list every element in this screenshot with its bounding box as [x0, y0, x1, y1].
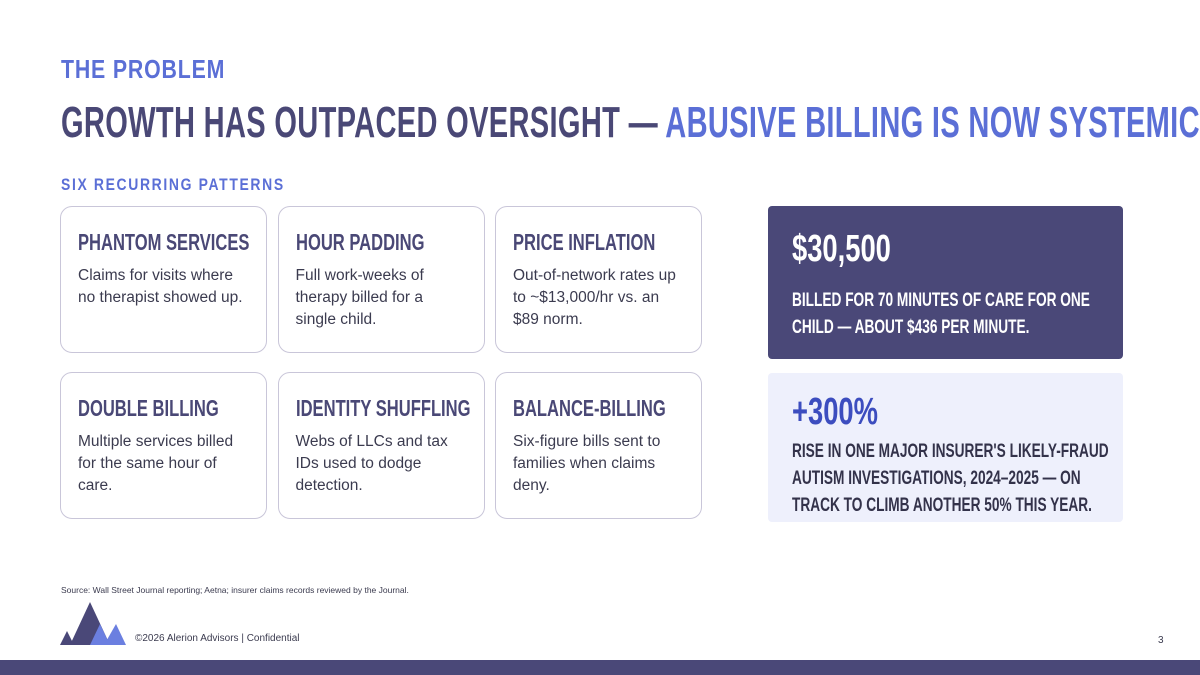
footer-bar — [0, 660, 1200, 675]
headline-main: GROWTH HAS OUTPACED OVERSIGHT — — [61, 98, 666, 147]
pattern-card: HOUR PADDING Full work-weeks of therapy … — [277, 206, 485, 353]
pattern-card: IDENTITY SHUFFLING Webs of LLCs and tax … — [277, 372, 485, 519]
pattern-card-body: Six-figure bills sent to families when c… — [513, 433, 661, 494]
pattern-card-body: Webs of LLCs and tax IDs used to dodge d… — [295, 433, 448, 494]
patterns-section-label: SIX RECURRING PATTERNS — [61, 175, 285, 194]
pattern-card-body: Out-of-network rates up to ~$13,000/hr v… — [513, 267, 676, 328]
pattern-card-title: HOUR PADDING — [295, 229, 424, 255]
primary-stat-description: BILLED FOR 70 MINUTES OF CARE FOR ONE CH… — [792, 290, 1090, 338]
primary-stat-panel: $30,500 BILLED FOR 70 MINUTES OF CARE FO… — [768, 206, 1123, 359]
pattern-card-title: DOUBLE BILLING — [78, 395, 219, 421]
alerion-logo-icon — [60, 598, 128, 651]
patterns-grid: PHANTOM SERVICES Claims for visits where… — [60, 206, 702, 519]
pattern-card-body: Claims for visits where no therapist sho… — [78, 267, 243, 306]
pattern-card: DOUBLE BILLING Multiple services billed … — [60, 372, 267, 519]
pattern-card-title: IDENTITY SHUFFLING — [295, 395, 470, 421]
eyebrow-label: THE PROBLEM — [61, 54, 226, 84]
pattern-card: BALANCE-BILLING Six-figure bills sent to… — [495, 372, 702, 519]
source-note: Source: Wall Street Journal reporting; A… — [61, 585, 409, 595]
secondary-stat-value: +300% — [792, 391, 878, 433]
page-headline: GROWTH HAS OUTPACED OVERSIGHT — ABUSIVE … — [61, 98, 1200, 148]
pattern-card: PHANTOM SERVICES Claims for visits where… — [60, 206, 267, 353]
headline-accent: ABUSIVE BILLING IS NOW SYSTEMIC. — [665, 98, 1200, 147]
page-number: 3 — [1158, 635, 1164, 646]
copyright-text: ©2026 Alerion Advisors | Confidential — [135, 633, 300, 644]
primary-stat-value: $30,500 — [792, 228, 891, 270]
pattern-card: PRICE INFLATION Out-of-network rates up … — [495, 206, 702, 353]
secondary-stat-description: RISE IN ONE MAJOR INSURER'S LIKELY-FRAUD… — [792, 441, 1109, 516]
pattern-card-title: PHANTOM SERVICES — [78, 229, 250, 255]
pattern-card-body: Multiple services billed for the same ho… — [78, 433, 234, 494]
secondary-stat-panel: +300% RISE IN ONE MAJOR INSURER'S LIKELY… — [768, 373, 1123, 522]
pattern-card-title: PRICE INFLATION — [513, 229, 656, 255]
pattern-card-body: Full work-weeks of therapy billed for a … — [295, 267, 424, 328]
pattern-card-title: BALANCE-BILLING — [513, 395, 666, 421]
